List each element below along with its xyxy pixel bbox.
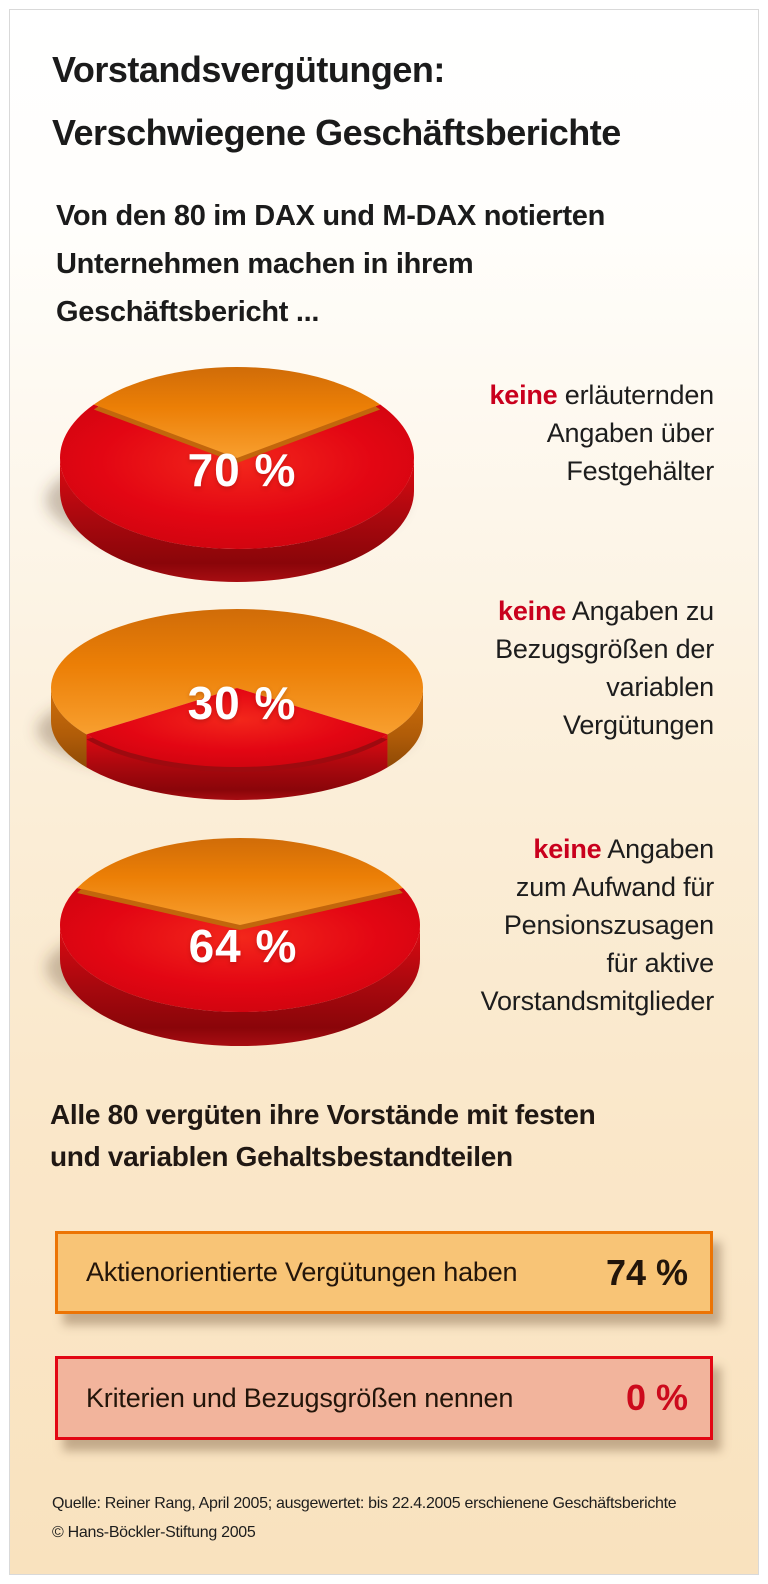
stat-value: 74 % <box>605 1251 688 1293</box>
stat-value: 0 % <box>625 1377 688 1418</box>
annotation-text: Angaben zum Aufwand für Pensionszusagen … <box>480 834 715 1016</box>
pie-3-annotation: keine Angaben zum Aufwand für Pensionszu… <box>480 830 715 1020</box>
copyright-line: © Hans-Böckler-Stiftung 2005 <box>52 1524 256 1541</box>
keyword-keine: keine <box>533 834 602 864</box>
pie-1-annotation: keine erläuternden Angaben über Festgehä… <box>489 376 714 490</box>
pie-chart-2 <box>37 609 423 801</box>
stat-box-criteria-named: Kriterien und Bezugsgrößen nennen 0 % <box>55 1356 713 1440</box>
pie-1-value-label: 70 % <box>187 444 297 496</box>
source-line: Quelle: Reiner Rang, April 2005; ausgewe… <box>52 1495 677 1512</box>
pie-chart-3 <box>46 838 420 1046</box>
annotation-text: erläuternden Angaben über Festgehälter <box>546 380 714 486</box>
pie-3-value-label: 64 % <box>188 920 298 972</box>
source-note: Quelle: Reiner Rang, April 2005; ausgewe… <box>52 1489 677 1547</box>
background-panel <box>9 9 759 1575</box>
pie-chart-1 <box>46 367 414 582</box>
stat-box-share-based-pay: Aktienorientierte Vergütungen haben 74 % <box>55 1231 713 1314</box>
page-title: Vorstandsvergütungen: Verschwiegene Gesc… <box>52 49 621 153</box>
pie-2-annotation: keine Angaben zu Bezugsgrößen der variab… <box>495 592 714 744</box>
stat-label: Aktienorientierte Vergütungen haben <box>86 1257 518 1287</box>
intro-text: Von den 80 im DAX und M-DAX notierten Un… <box>56 200 606 328</box>
keyword-keine: keine <box>489 380 558 410</box>
keyword-keine: keine <box>498 596 567 626</box>
annotation-text: Angaben zu Bezugsgrößen der variablen Ve… <box>495 596 714 740</box>
pie-2-value-label: 30 % <box>187 677 297 729</box>
summary-statement: Alle 80 vergüten ihre Vorstände mit fest… <box>50 1099 596 1172</box>
stat-label: Kriterien und Bezugsgrößen nennen <box>86 1382 514 1413</box>
